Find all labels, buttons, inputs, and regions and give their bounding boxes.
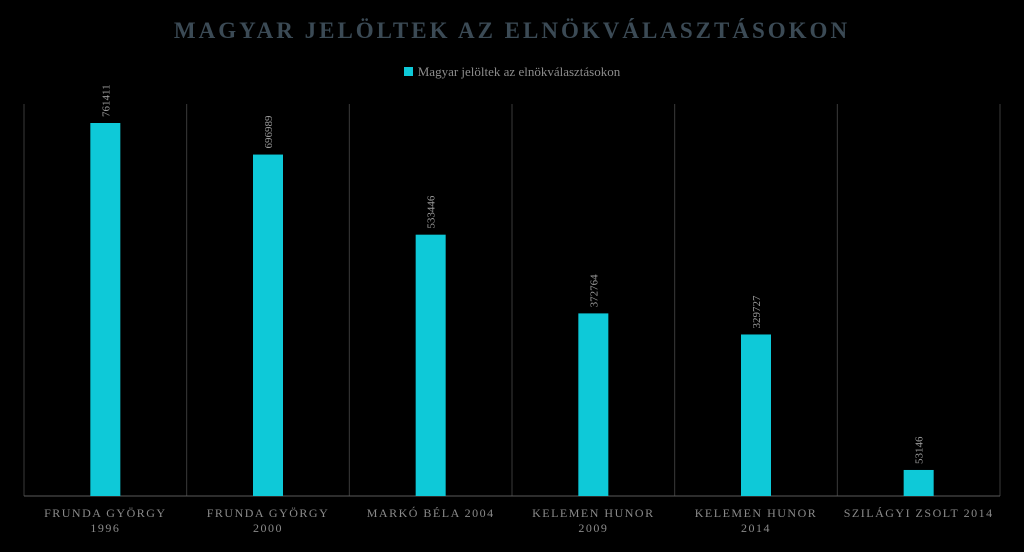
data-label: 329727 — [751, 295, 763, 329]
bar — [253, 154, 283, 496]
bars — [90, 123, 934, 497]
bar — [903, 469, 934, 496]
data-label: 53146 — [914, 436, 926, 464]
data-label: 372764 — [588, 274, 600, 308]
x-tick-label: SZILÁGYI ZSOLT 2014 — [844, 506, 994, 520]
x-tick-label: MARKÓ BÉLA 2004 — [367, 506, 495, 520]
value-labels: 761411 696989 533446 372764 329727 53146 — [100, 84, 925, 464]
data-label: 761411 — [100, 84, 112, 117]
bar — [741, 334, 771, 496]
legend-swatch — [403, 67, 413, 76]
bar — [90, 123, 121, 496]
bar — [415, 234, 446, 497]
legend-label: Magyar jelöltek az elnökválasztásokon — [417, 64, 621, 79]
legend: Magyar jelöltek az elnökválasztásokon — [0, 64, 1024, 80]
chart-title: MAGYAR JELÖLTEK AZ ELNÖKVÁLASZTÁSOKON — [173, 18, 851, 43]
data-label: 533446 — [426, 195, 438, 229]
bar — [578, 313, 609, 496]
category-separators — [23, 104, 1001, 496]
x-tick-label: KELEMEN HUNOR 2014 — [695, 506, 818, 535]
x-tick-label: FRUNDA GYÖRGY 1996 — [44, 506, 167, 535]
x-tick-label: KELEMEN HUNOR 2009 — [532, 506, 655, 535]
category-labels: FRUNDA GYÖRGY 1996 FRUNDA GYÖRGY 2000 MARKÓ … — [44, 506, 994, 535]
x-tick-label: FRUNDA GYÖRGY 2000 — [207, 506, 330, 535]
data-label: 696989 — [263, 115, 275, 149]
